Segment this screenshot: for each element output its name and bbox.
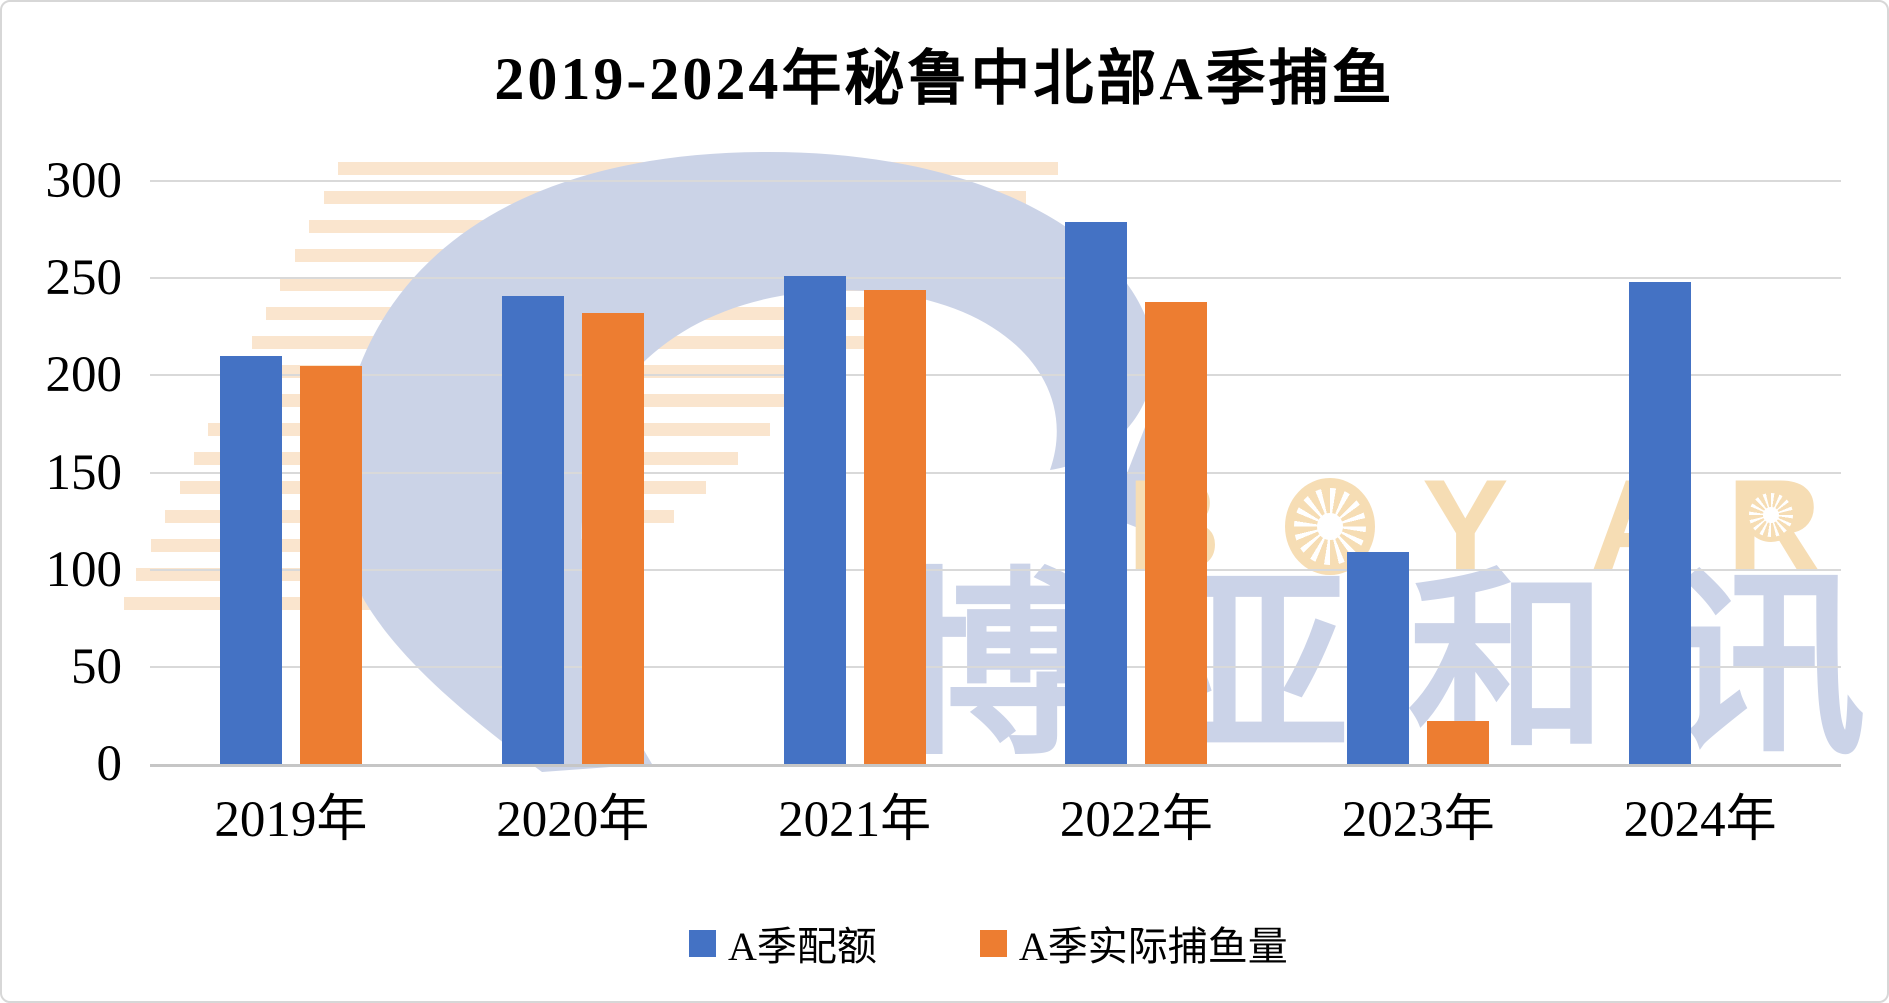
x-tick-label-2019: 2019年 [214, 792, 368, 848]
x-tick-label-2020: 2020年 [496, 792, 650, 848]
sunburst-small-icon [1744, 488, 1798, 542]
y-tick-label-300: 300 [45, 153, 123, 209]
bar-quota-2022 [1065, 221, 1128, 764]
y-tick-label-150: 150 [45, 444, 123, 501]
bar-quota-2024 [1629, 282, 1692, 764]
gridline-250 [150, 277, 1841, 280]
bar-quota-2021 [783, 276, 846, 764]
x-tick-label-2024: 2024年 [1623, 792, 1777, 848]
legend: A季配额 A季实际捕鱼量 [689, 914, 1288, 972]
y-tick-label-0: 0 [96, 736, 123, 792]
x-tick-label-2022: 2022年 [1059, 792, 1213, 848]
gridline-200 [150, 374, 1841, 377]
legend-item-catch: A季实际捕鱼量 [979, 914, 1288, 972]
legend-item-quota: A季配额 [689, 914, 877, 972]
chart-title: 2019-2024年秘鲁中北部A季捕鱼 [494, 46, 1395, 112]
x-tick-label-2023: 2023年 [1341, 792, 1495, 848]
bar-catch-2019 [299, 365, 362, 764]
plot-area [150, 180, 1841, 767]
legend-swatch-quota [689, 929, 716, 957]
bar-catch-2022 [1145, 301, 1208, 764]
legend-swatch-catch [979, 929, 1007, 957]
y-tick-label-100: 100 [45, 541, 123, 598]
bar-catch-2020 [581, 313, 644, 764]
legend-label-catch: A季实际捕鱼量 [1018, 924, 1288, 969]
bar-catch-2023 [1427, 721, 1490, 764]
watermark-brand-letter-y: Y [1422, 452, 1509, 598]
bar-quota-2023 [1347, 552, 1410, 764]
bar-catch-2021 [863, 289, 926, 764]
gridline-100 [150, 568, 1841, 571]
gridline-150 [150, 471, 1841, 474]
bar-quota-2019 [219, 355, 282, 764]
y-tick-label-250: 250 [45, 250, 123, 307]
bar-quota-2020 [501, 295, 564, 764]
x-tick-label-2021: 2021年 [778, 792, 932, 848]
gridline-50 [150, 665, 1841, 668]
gridline-300 [150, 180, 1841, 182]
y-tick-label-200: 200 [45, 347, 123, 404]
legend-label-quota: A季配额 [728, 924, 877, 969]
y-tick-label-50: 50 [71, 638, 122, 695]
